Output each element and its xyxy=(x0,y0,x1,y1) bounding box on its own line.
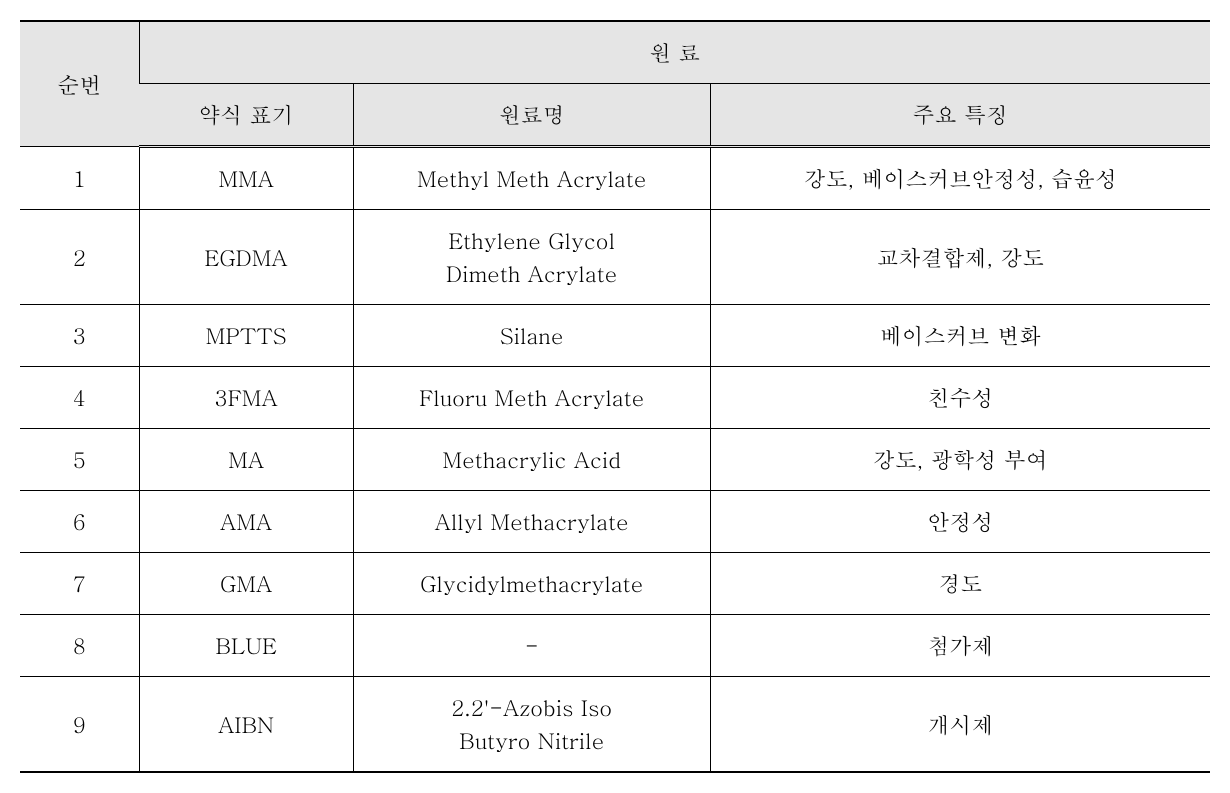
table-row: 5 MA Methacrylic Acid 강도, 광학성 부여 xyxy=(20,429,1210,491)
materials-table-wrap: 순번 원 료 약식 표기 원료명 주요 특징 1 MMA Methyl Meth… xyxy=(20,20,1210,773)
cell-name: Fluoru Meth Acrylate xyxy=(353,367,710,429)
table-body: 1 MMA Methyl Meth Acrylate 강도, 베이스커브안정성,… xyxy=(20,147,1210,773)
col-header-abbr: 약식 표기 xyxy=(139,84,353,147)
cell-name: - xyxy=(353,615,710,677)
cell-feature: 친수성 xyxy=(710,367,1210,429)
cell-no: 4 xyxy=(20,367,139,429)
cell-abbr: MPTTS xyxy=(139,305,353,367)
cell-no: 5 xyxy=(20,429,139,491)
table-row: 3 MPTTS Silane 베이스커브 변화 xyxy=(20,305,1210,367)
cell-no: 6 xyxy=(20,491,139,553)
cell-abbr: AMA xyxy=(139,491,353,553)
cell-name-line1: Glycidylmethacrylate xyxy=(362,567,702,600)
cell-name: Ethylene Glycol Dimeth Acrylate xyxy=(353,210,710,305)
table-row: 4 3FMA Fluoru Meth Acrylate 친수성 xyxy=(20,367,1210,429)
col-header-feature: 주요 특징 xyxy=(710,84,1210,147)
cell-no: 2 xyxy=(20,210,139,305)
cell-name-line1: Silane xyxy=(362,319,702,352)
table-row: 6 AMA Allyl Methacrylate 안정성 xyxy=(20,491,1210,553)
cell-name-line1: Methyl Meth Acrylate xyxy=(362,162,702,195)
cell-abbr: BLUE xyxy=(139,615,353,677)
cell-abbr: GMA xyxy=(139,553,353,615)
materials-table: 순번 원 료 약식 표기 원료명 주요 특징 1 MMA Methyl Meth… xyxy=(20,20,1210,773)
cell-name-line1: Allyl Methacrylate xyxy=(362,505,702,538)
cell-no: 1 xyxy=(20,147,139,210)
cell-no: 7 xyxy=(20,553,139,615)
cell-feature: 교차결합제, 강도 xyxy=(710,210,1210,305)
cell-abbr: AIBN xyxy=(139,677,353,773)
cell-feature: 첨가제 xyxy=(710,615,1210,677)
cell-feature: 안정성 xyxy=(710,491,1210,553)
cell-feature: 강도, 베이스커브안정성, 습윤성 xyxy=(710,147,1210,210)
cell-abbr: EGDMA xyxy=(139,210,353,305)
cell-feature: 강도, 광학성 부여 xyxy=(710,429,1210,491)
cell-abbr: 3FMA xyxy=(139,367,353,429)
col-header-material-group: 원 료 xyxy=(139,21,1210,84)
col-header-no: 순번 xyxy=(20,21,139,147)
cell-name-line1: Methacrylic Acid xyxy=(362,443,702,476)
col-header-name: 원료명 xyxy=(353,84,710,147)
cell-name: Methyl Meth Acrylate xyxy=(353,147,710,210)
cell-abbr: MA xyxy=(139,429,353,491)
cell-name: Allyl Methacrylate xyxy=(353,491,710,553)
cell-abbr: MMA xyxy=(139,147,353,210)
cell-name-line1: Ethylene Glycol xyxy=(362,224,702,257)
table-row: 8 BLUE - 첨가제 xyxy=(20,615,1210,677)
table-row: 7 GMA Glycidylmethacrylate 경도 xyxy=(20,553,1210,615)
table-head: 순번 원 료 약식 표기 원료명 주요 특징 xyxy=(20,21,1210,147)
cell-feature: 개시제 xyxy=(710,677,1210,773)
cell-feature: 경도 xyxy=(710,553,1210,615)
cell-name: Glycidylmethacrylate xyxy=(353,553,710,615)
cell-name-line1: Fluoru Meth Acrylate xyxy=(362,381,702,414)
cell-no: 9 xyxy=(20,677,139,773)
cell-name-line2: Dimeth Acrylate xyxy=(362,257,702,290)
cell-name-line1: 2.2'-Azobis Iso xyxy=(362,691,702,724)
cell-name-line2: Butyro Nitrile xyxy=(362,724,702,757)
table-row: 9 AIBN 2.2'-Azobis Iso Butyro Nitrile 개시… xyxy=(20,677,1210,773)
table-row: 1 MMA Methyl Meth Acrylate 강도, 베이스커브안정성,… xyxy=(20,147,1210,210)
table-row: 2 EGDMA Ethylene Glycol Dimeth Acrylate … xyxy=(20,210,1210,305)
cell-name: Silane xyxy=(353,305,710,367)
cell-name: Methacrylic Acid xyxy=(353,429,710,491)
cell-no: 3 xyxy=(20,305,139,367)
cell-name: 2.2'-Azobis Iso Butyro Nitrile xyxy=(353,677,710,773)
cell-feature: 베이스커브 변화 xyxy=(710,305,1210,367)
cell-name-line1: - xyxy=(362,629,702,662)
cell-no: 8 xyxy=(20,615,139,677)
